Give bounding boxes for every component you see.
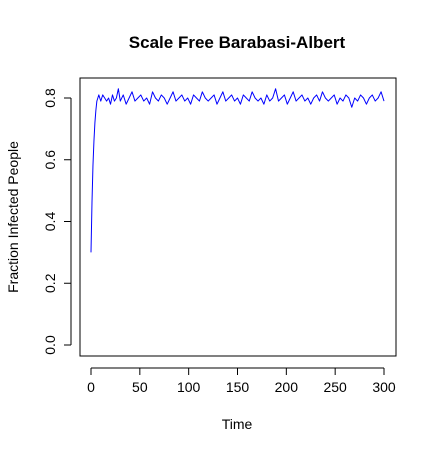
x-tick-label: 150: [226, 379, 250, 395]
x-axis: 0 50 100 150 200 250 300: [87, 367, 396, 395]
x-axis-label: Time: [222, 416, 253, 432]
plot-frame: [79, 77, 397, 357]
y-tick-label: 0.0: [42, 335, 58, 355]
y-tick-label: 0.6: [42, 150, 58, 170]
x-tick-label: 100: [177, 379, 201, 395]
chart-title: Scale Free Barabasi-Albert: [129, 33, 346, 52]
x-tick-label: 200: [275, 379, 299, 395]
x-tick-label: 250: [323, 379, 347, 395]
y-axis-label: Fraction Infected People: [5, 141, 21, 293]
series-layer: [90, 88, 385, 253]
y-axis: 0.0 0.2 0.4 0.6 0.8: [42, 88, 72, 355]
series-line: [90, 88, 385, 253]
x-tick-label: 50: [132, 379, 148, 395]
y-tick-label: 0.2: [42, 273, 58, 293]
x-tick-label: 0: [87, 379, 95, 395]
x-tick-label: 300: [372, 379, 396, 395]
y-tick-label: 0.4: [42, 212, 58, 232]
y-tick-label: 0.8: [42, 88, 58, 108]
